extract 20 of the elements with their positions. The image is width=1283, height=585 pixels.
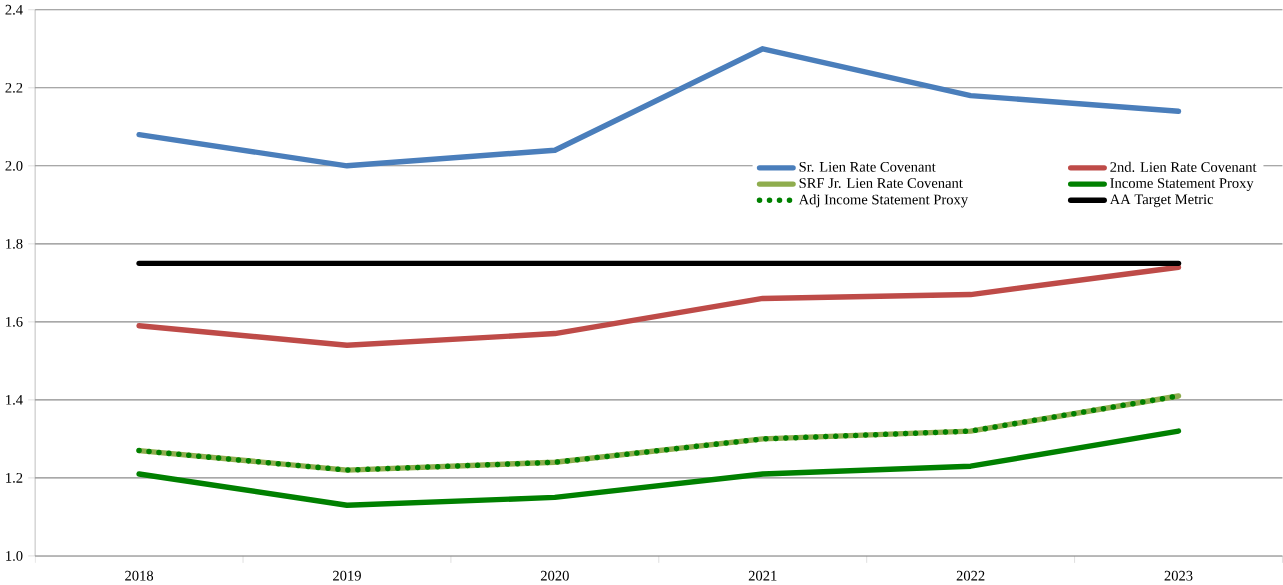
- y-tick-label: 1.2: [6, 472, 23, 483]
- x-tick-label: 2019: [333, 570, 361, 581]
- legend-label: AA Target Metric: [1109, 194, 1214, 207]
- y-tick-label: 1.8: [6, 238, 23, 249]
- y-tick-label: 2.2: [5, 82, 23, 93]
- x-tick-label: 2020: [540, 570, 569, 581]
- x-tick-label: 2022: [956, 570, 985, 581]
- y-tick-label: 1.0: [6, 550, 23, 561]
- legend-label: Sr. Lien Rate Covenant: [799, 161, 936, 172]
- legend-label: 2nd. Lien Rate Covenant: [1110, 161, 1257, 172]
- legend-label: SRF Jr. Lien Rate Covenant: [799, 177, 963, 188]
- x-tick-label: 2023: [1164, 570, 1193, 581]
- y-tick-label: 2.0: [5, 160, 23, 171]
- y-tick-label: 1.4: [6, 394, 23, 405]
- legend-label: Income Statement Proxy: [1110, 177, 1254, 191]
- y-tick-label: 2.4: [5, 4, 23, 15]
- y-tick-label: 1.6: [6, 316, 23, 327]
- legend-label: Adj Income Statement Proxy: [798, 193, 969, 208]
- x-tick-label: 2018: [125, 570, 154, 581]
- x-tick-label: 2021: [748, 570, 777, 581]
